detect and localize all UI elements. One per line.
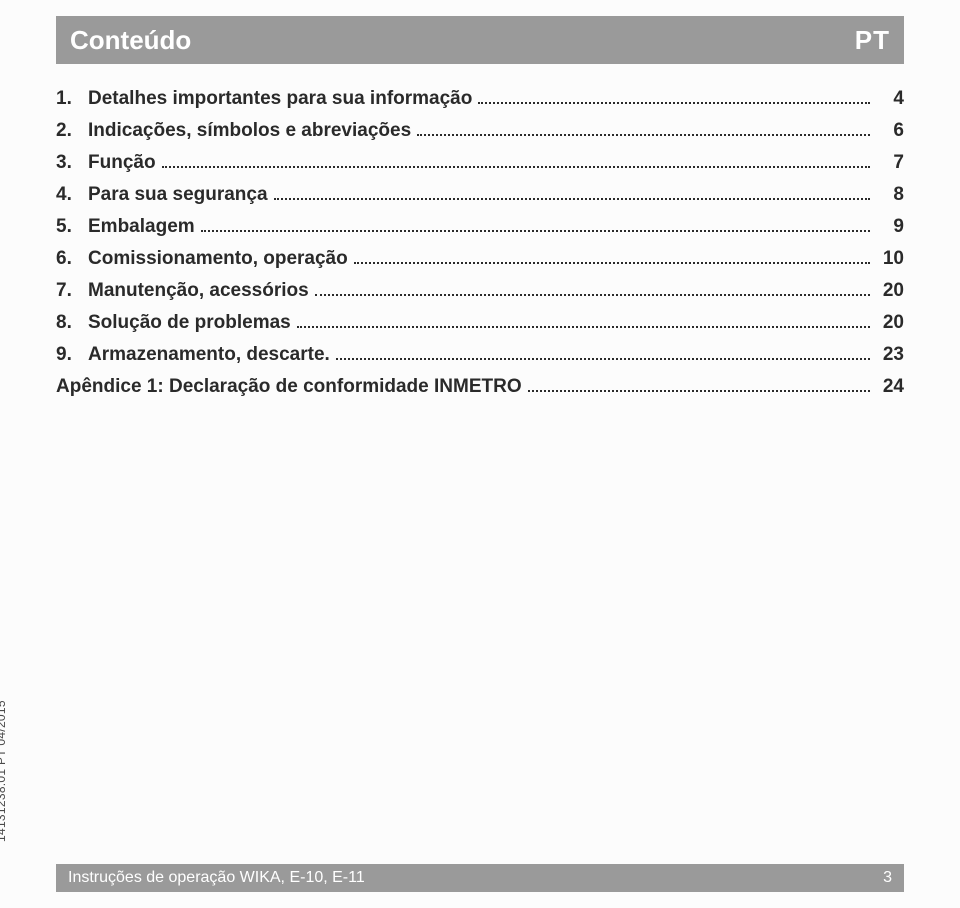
footer-page-number: 3	[883, 869, 892, 887]
toc-leader	[315, 294, 870, 296]
toc-leader	[201, 230, 870, 232]
toc-leader	[297, 326, 870, 328]
toc-num: 4.	[56, 184, 88, 206]
footer-text: Instruções de operação WIKA, E-10, E-11	[68, 869, 365, 887]
toc-row: 6. Comissionamento, operação 10	[56, 248, 904, 270]
toc-page: 20	[876, 280, 904, 302]
toc-num: 5.	[56, 216, 88, 238]
toc-label: Comissionamento, operação	[88, 248, 348, 270]
toc-num: 9.	[56, 344, 88, 366]
toc-leader	[162, 166, 870, 168]
toc-label: Embalagem	[88, 216, 195, 238]
footer-bar: Instruções de operação WIKA, E-10, E-11 …	[56, 864, 904, 892]
toc-page: 8	[876, 184, 904, 206]
toc-row: 7. Manutenção, acessórios 20	[56, 280, 904, 302]
side-document-code: 14131238.01 PT 04/2015	[0, 700, 8, 842]
toc-row: 8. Solução de problemas 20	[56, 312, 904, 334]
toc-row: 1. Detalhes importantes para sua informa…	[56, 88, 904, 110]
toc-label: Solução de problemas	[88, 312, 291, 334]
toc-leader	[274, 198, 870, 200]
header-bar: Conteúdo PT	[56, 16, 904, 64]
toc-page: 10	[876, 248, 904, 270]
toc-label: Detalhes importantes para sua informação	[88, 88, 472, 110]
toc-num: 2.	[56, 120, 88, 142]
toc-label: Para sua segurança	[88, 184, 268, 206]
table-of-contents: 1. Detalhes importantes para sua informa…	[56, 88, 904, 398]
page: Conteúdo PT 1. Detalhes importantes para…	[0, 0, 960, 908]
toc-leader	[478, 102, 870, 104]
toc-num: 6.	[56, 248, 88, 270]
toc-label: Função	[88, 152, 156, 174]
toc-leader	[528, 390, 870, 392]
toc-page: 24	[876, 376, 904, 398]
toc-leader	[417, 134, 870, 136]
toc-row: 3. Função 7	[56, 152, 904, 174]
lang-tag: PT	[855, 25, 890, 56]
toc-page: 4	[876, 88, 904, 110]
toc-label: Apêndice 1: Declaração de conformidade I…	[56, 376, 522, 398]
toc-row: 9. Armazenamento, descarte. 23	[56, 344, 904, 366]
toc-leader	[336, 358, 870, 360]
toc-num: 8.	[56, 312, 88, 334]
toc-label: Indicações, símbolos e abreviações	[88, 120, 411, 142]
toc-label: Armazenamento, descarte.	[88, 344, 330, 366]
toc-row: 2. Indicações, símbolos e abreviações 6	[56, 120, 904, 142]
toc-leader	[354, 262, 870, 264]
toc-num: 1.	[56, 88, 88, 110]
toc-row: 4. Para sua segurança 8	[56, 184, 904, 206]
toc-num: 3.	[56, 152, 88, 174]
toc-label: Manutenção, acessórios	[88, 280, 309, 302]
toc-row: Apêndice 1: Declaração de conformidade I…	[56, 376, 904, 398]
toc-page: 7	[876, 152, 904, 174]
toc-page: 9	[876, 216, 904, 238]
header-title: Conteúdo	[70, 25, 191, 56]
toc-page: 23	[876, 344, 904, 366]
toc-page: 6	[876, 120, 904, 142]
toc-row: 5. Embalagem 9	[56, 216, 904, 238]
toc-num: 7.	[56, 280, 88, 302]
footer: Instruções de operação WIKA, E-10, E-11 …	[56, 864, 904, 892]
toc-page: 20	[876, 312, 904, 334]
